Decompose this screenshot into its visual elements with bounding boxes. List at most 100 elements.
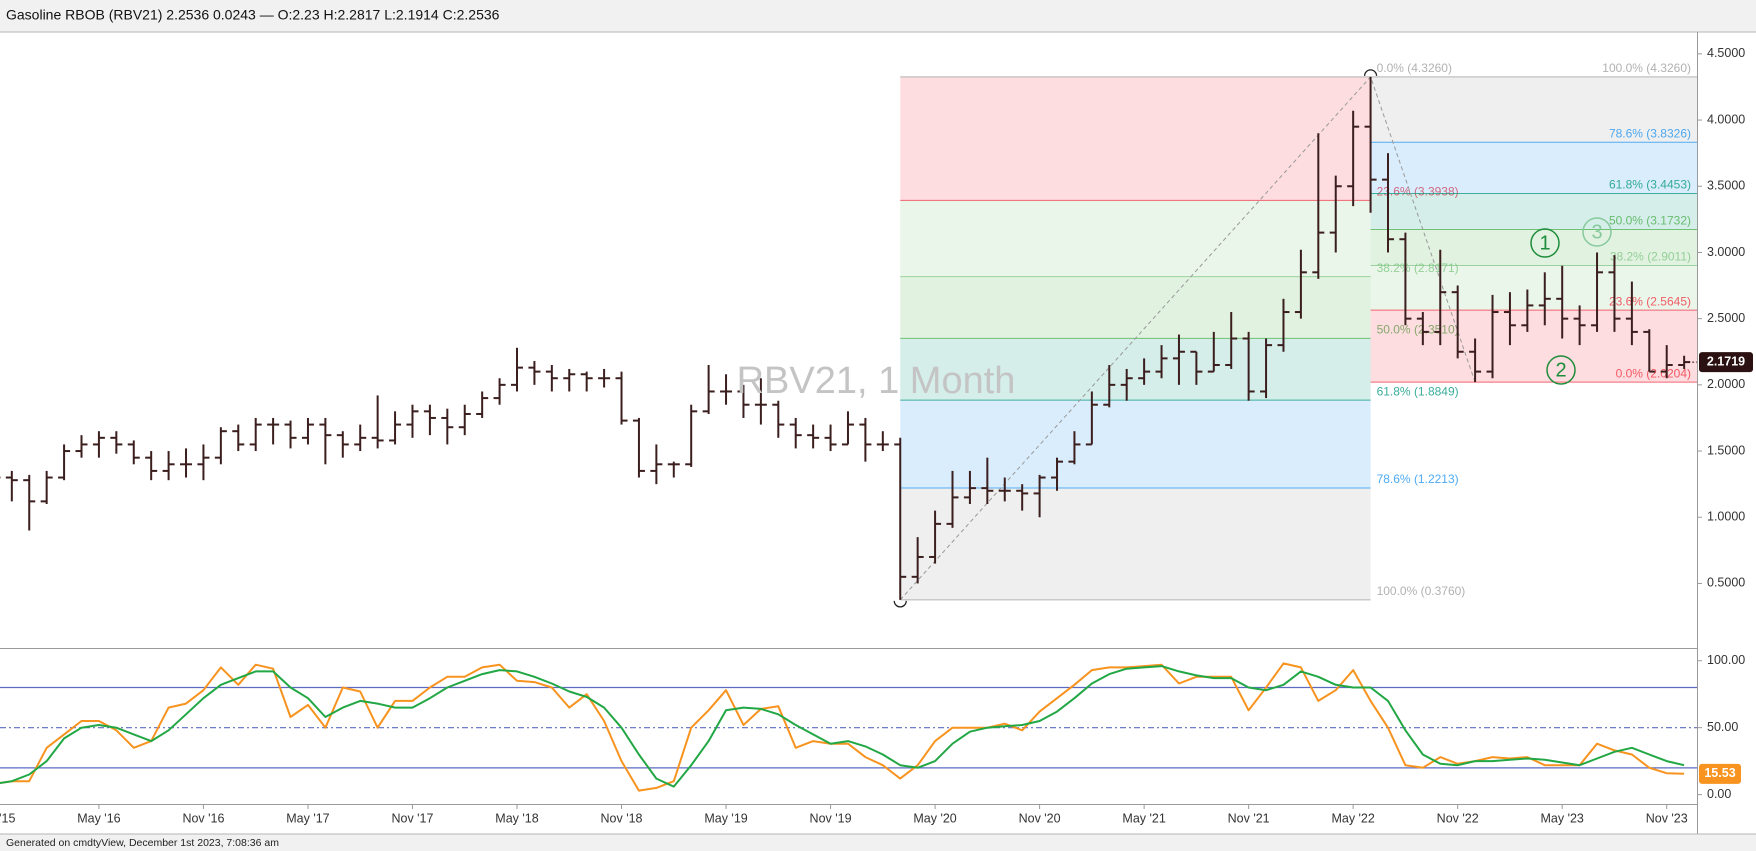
ohlc-bar	[632, 417, 645, 478]
x-tick-label: Nov '21	[1228, 811, 1270, 825]
x-tick-label: Nov '15	[0, 811, 15, 825]
ohlc-bar	[981, 457, 994, 505]
ohlc-bar	[1538, 272, 1551, 326]
ohlc-bar	[1033, 474, 1046, 518]
ohlc-bar	[371, 395, 384, 449]
y-tick-label: 50.00	[1707, 720, 1738, 734]
ohlc-bar	[615, 371, 628, 425]
last-value-badge	[1699, 763, 1741, 784]
fib-label: 100.0% (4.3260)	[1602, 61, 1691, 75]
ohlc-bar	[58, 444, 71, 481]
oscillator-line	[0, 665, 1685, 788]
fib-label: 50.0% (2.3510)	[1377, 323, 1459, 337]
fib-retracement: 0.0% (4.3260) 23.6% (3.3938) 38.2% (2.8171…	[893, 61, 1465, 608]
ohlc-bar	[1451, 285, 1464, 359]
ohlc-bar	[1643, 329, 1656, 373]
ohlc-bar	[720, 374, 733, 405]
ohlc-bar	[180, 448, 193, 478]
last-value-label: 15.53	[1704, 766, 1735, 780]
ohlc-bar	[580, 371, 593, 392]
last-price-badge	[1699, 352, 1753, 373]
ohlc-bar	[110, 431, 123, 454]
ohlc-bar	[458, 404, 471, 436]
fib-zone	[900, 400, 1371, 488]
axes: 4.5000 4.0000 3.5000 3.0000 2.5000 2.0000 1.50…	[0, 46, 1753, 825]
footer: Generated on cmdtyView, December 1st 202…	[6, 837, 279, 849]
y-tick-label: 3.5000	[1707, 179, 1745, 193]
x-tick-label: Nov '16	[182, 811, 224, 825]
ohlc-bar	[441, 408, 454, 445]
ohlc-bar	[1364, 76, 1377, 213]
fib-retracement: 0.0% (2.0204) 23.6% (2.5645) 38.2% (2.9011…	[1370, 61, 1697, 383]
y-tick-label: 4.0000	[1707, 112, 1745, 126]
y-tick-label: 1.5000	[1707, 443, 1745, 457]
x-tick-label: May '18	[495, 811, 538, 825]
x-tick-label: Nov '17	[391, 811, 433, 825]
ohlc-bar	[1207, 331, 1220, 373]
ohlc-bar	[1521, 289, 1534, 332]
fib-label: 38.2% (2.8171)	[1377, 261, 1459, 275]
fib-zone	[1370, 76, 1697, 143]
chart-title: Gasoline RBOB (RBV21) 2.2536 0.0243 — O:…	[6, 7, 500, 23]
ohlc-bar	[824, 424, 837, 452]
fib-zone	[1370, 265, 1697, 311]
x-tick-label: May '19	[704, 811, 747, 825]
ohlc-bar	[685, 404, 698, 467]
fib-label: 38.2% (2.9011)	[1610, 250, 1691, 264]
ohlc-bar	[301, 417, 314, 445]
ohlc-bar	[127, 440, 140, 465]
y-tick-label: 2.0000	[1707, 377, 1745, 391]
ohlc-bar	[859, 417, 872, 462]
ohlc-bar	[702, 364, 715, 414]
annotations: 1 2 3	[1530, 217, 1612, 385]
annotation-circle	[1582, 217, 1612, 247]
x-tick-label: Nov '20	[1019, 811, 1061, 825]
ohlc-bar	[1260, 338, 1273, 399]
x-tick-label: Nov '18	[601, 811, 643, 825]
ohlc-bar	[807, 424, 820, 449]
ohlc-bar	[929, 510, 942, 564]
ohlc-bar	[598, 368, 611, 388]
ohlc-bar	[75, 435, 88, 458]
ohlc-bar	[162, 451, 175, 481]
x-tick-label: May '21	[1122, 811, 1165, 825]
y-tick-label: 1.0000	[1707, 510, 1745, 524]
ohlc-bar	[1225, 312, 1238, 369]
annotation: 1	[1539, 232, 1550, 254]
y-tick-label: 0.00	[1707, 787, 1731, 801]
ohlc-bar	[1138, 358, 1151, 385]
ohlc-bar	[1172, 334, 1185, 385]
ohlc-bar	[1556, 265, 1569, 339]
y-tick-label: 100.00	[1707, 653, 1745, 667]
x-tick-label: May '23	[1541, 811, 1584, 825]
ohlc-bar	[267, 417, 280, 445]
ohlc-bar	[476, 391, 489, 418]
fib-label: 0.0% (4.3260)	[1377, 61, 1452, 75]
ohlc-bar	[92, 431, 105, 458]
fib-anchor	[893, 600, 907, 608]
ohlc-bar	[23, 474, 36, 531]
fib-label: 50.0% (3.1732)	[1609, 214, 1691, 228]
ohlc-bar	[40, 470, 53, 505]
ohlc-bar	[1103, 364, 1116, 408]
oscillator-line	[0, 662, 1685, 792]
ohlc-bar	[423, 404, 436, 436]
ohlc-bar	[1051, 457, 1064, 491]
ohlc-bar	[998, 477, 1011, 502]
annotation-circle	[1546, 355, 1576, 385]
ohlc-bar	[284, 420, 297, 449]
fib-label: 23.6% (3.3938)	[1377, 184, 1459, 198]
ohlc-bar	[1608, 255, 1621, 332]
ohlc-bar	[789, 417, 802, 449]
price-pane: 0.0% (4.3260) 23.6% (3.3938) 38.2% (2.8171…	[0, 61, 1697, 608]
fib-label: 0.0% (2.0204)	[1616, 366, 1691, 380]
ohlc-bar	[563, 368, 576, 392]
ohlc-bar	[1382, 153, 1394, 253]
fib-trend	[899, 76, 1371, 601]
ohlc-bar	[1068, 431, 1081, 465]
fib-label: 61.8% (3.4453)	[1609, 178, 1691, 192]
header-bar	[0, 0, 1756, 32]
ohlc-bar	[1120, 368, 1133, 401]
ohlc-bar	[1573, 305, 1586, 346]
